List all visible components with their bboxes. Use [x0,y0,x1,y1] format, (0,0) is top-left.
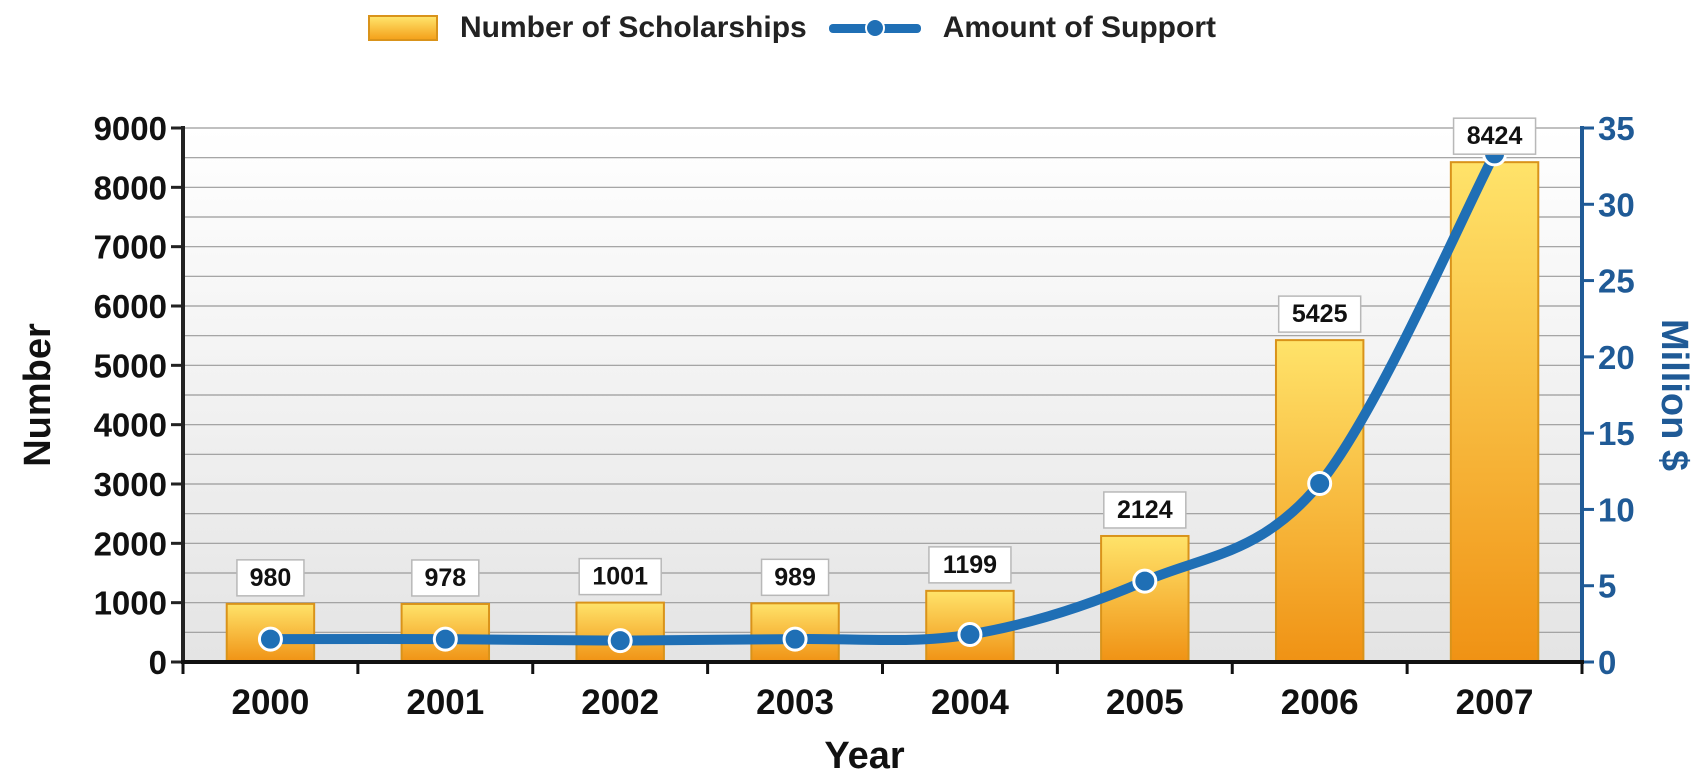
bar-data-label: 1199 [943,551,997,579]
x-tick-label: 2000 [232,683,310,722]
bar-data-label: 980 [250,564,292,592]
legend-swatch-support [828,15,921,41]
y2-tick-label: 0 [1598,644,1616,681]
bar-label-box [578,557,662,596]
legend-label-scholarships: Number of Scholarships [460,11,807,44]
bar-label-box [760,558,830,597]
x-tick-label: 2004 [931,683,1009,722]
bar-data-label: 989 [774,563,816,591]
bar-label-box [1103,491,1187,529]
bar [1449,161,1540,663]
bar-label-box [411,559,480,597]
y2-tick-label: 15 [1598,415,1635,452]
bar-label-box [236,559,305,597]
bar [1100,534,1190,664]
bar-data-label: 978 [424,564,466,592]
x-tick-label: 2006 [1281,683,1359,722]
y2-axis-title: Million $ [1653,319,1695,471]
y-tick-label: 2000 [94,525,167,562]
x-tick-label: 2007 [1456,683,1534,722]
legend-swatch-scholarships [368,15,438,41]
y-tick-label: 9000 [94,110,167,147]
x-tick-label: 2001 [406,683,484,722]
support-point [1132,568,1158,594]
bar-label-box [928,546,1012,584]
y2-tick-label: 25 [1598,263,1635,300]
y-tick-label: 5000 [94,347,167,384]
legend: Number of Scholarships Amount of Support [368,6,1216,50]
bar-data-label: 1001 [592,563,648,591]
y-tick-label: 0 [149,644,167,681]
support-line [265,148,1500,646]
y2-tick-label: 5 [1598,568,1616,605]
support-point [782,626,808,652]
y-tick-label: 8000 [94,169,167,206]
y2-tick-label: 30 [1598,186,1635,223]
bar-data-label: 5425 [1292,300,1348,328]
y-tick-label: 3000 [94,466,167,503]
support-point [1307,470,1333,496]
y-tick-label: 4000 [94,407,167,444]
x-tick-label: 2003 [756,683,834,722]
bar-label-box [1452,117,1537,155]
y-tick-label: 6000 [94,288,167,325]
bar-data-label: 2124 [1117,496,1173,524]
support-point [957,622,983,648]
support-point [607,628,633,654]
bar-data-label: 8424 [1467,122,1523,150]
support-point [257,626,283,652]
y-tick-label: 7000 [94,229,167,266]
y-axis-title: Number [17,323,59,467]
x-tick-label: 2002 [581,683,659,722]
bar-label-box [1277,295,1362,333]
bar [1274,339,1365,663]
y2-tick-label: 20 [1598,339,1635,376]
y2-tick-label: 35 [1598,110,1635,147]
y2-tick-label: 10 [1598,491,1635,528]
x-tick-label: 2005 [1106,683,1184,722]
y-tick-label: 1000 [94,585,167,622]
x-axis-title: Year [824,735,905,777]
support-point [432,626,458,652]
legend-label-support: Amount of Support [942,11,1217,44]
